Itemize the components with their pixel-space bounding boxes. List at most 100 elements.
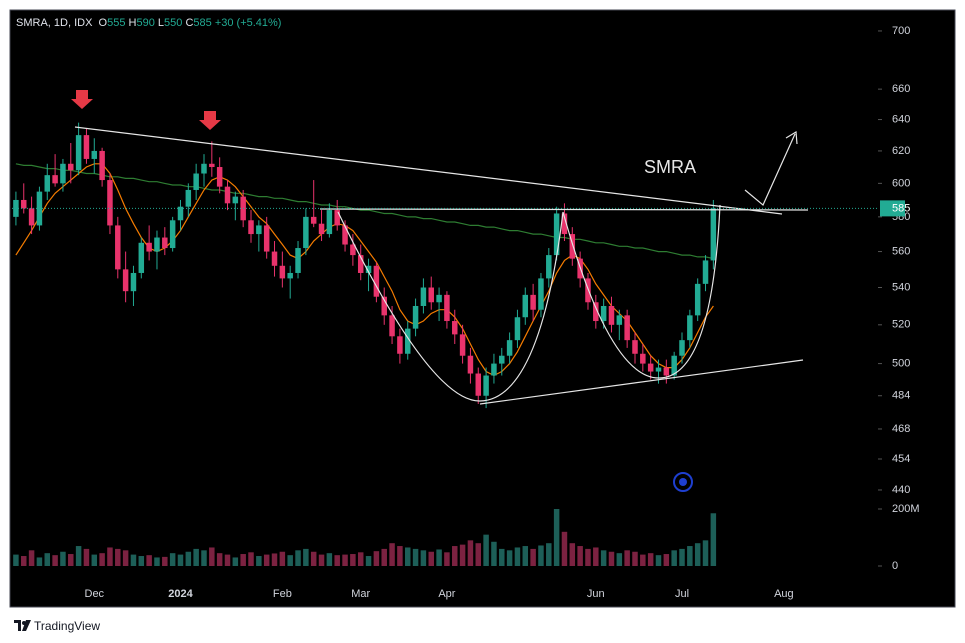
volume-bar	[600, 550, 607, 566]
volume-bar	[138, 556, 145, 566]
candle-body	[616, 315, 623, 325]
candle-body	[310, 216, 317, 224]
volume-bar	[209, 547, 215, 566]
candle-body	[318, 223, 325, 235]
volume-bar	[36, 557, 43, 566]
candle-body	[263, 225, 270, 252]
candle-body	[256, 225, 262, 235]
candle-body	[687, 315, 693, 341]
candle-body	[177, 206, 184, 221]
volume-bar	[193, 548, 199, 566]
candle-body	[75, 135, 82, 171]
y-tick-label: 200M	[892, 503, 920, 515]
candle-body	[326, 210, 333, 235]
candle-body	[357, 255, 364, 273]
candle-body	[600, 305, 607, 322]
x-tick-label: Aug	[774, 588, 794, 600]
trendline	[74, 126, 783, 215]
volume-bar	[318, 554, 325, 566]
candle-body	[538, 278, 544, 310]
candle-body	[60, 163, 66, 184]
candle-body	[99, 150, 105, 181]
volume-bar	[452, 546, 458, 566]
candle-body	[640, 353, 646, 364]
candle-body	[647, 363, 654, 372]
volume-bar	[154, 557, 160, 566]
volume-bar	[60, 551, 66, 566]
volume-bar	[506, 550, 513, 566]
legend: SMRA, 1D, IDX O555 H590 L550 C585 +30 (+…	[16, 17, 281, 29]
candle-body	[334, 210, 340, 226]
candle-body	[83, 135, 90, 159]
volume-bar	[122, 550, 129, 566]
candle-body	[350, 244, 356, 256]
volume-bar	[52, 555, 58, 566]
candle-body	[115, 225, 121, 270]
volume-bar	[373, 551, 380, 566]
candle-body	[663, 367, 670, 376]
candle-body	[459, 334, 466, 356]
volume-bar	[216, 553, 223, 566]
candle-body	[483, 375, 489, 396]
candle-body	[373, 265, 380, 297]
candle-body	[514, 317, 521, 341]
change: +30 (+5.41%)	[214, 17, 282, 29]
candle-body	[232, 196, 239, 204]
volume-bar	[28, 550, 35, 566]
candle-body	[287, 272, 293, 279]
volume-bar	[287, 555, 293, 566]
volume-bar	[224, 554, 231, 566]
volume-bar	[271, 553, 278, 566]
volume-bar	[671, 550, 677, 566]
volume-bar	[514, 547, 521, 566]
y-tick-label: 484	[892, 390, 910, 402]
marker-arrow	[71, 90, 93, 109]
y-tick-label: 700	[892, 25, 910, 37]
candle-body	[420, 287, 427, 306]
volume-bar	[412, 548, 419, 566]
candle-body	[224, 186, 231, 204]
volume-bar	[146, 555, 152, 566]
volume-bar	[256, 556, 262, 566]
candle-body	[702, 260, 709, 284]
volume-bar	[428, 551, 434, 566]
candle-body	[209, 163, 215, 168]
y-tick-label: 520	[892, 319, 910, 331]
candle-body	[546, 255, 552, 279]
candle-body	[44, 175, 51, 192]
candle-body	[216, 167, 223, 187]
x-tick-label: 2024	[168, 588, 193, 600]
candle-body	[624, 315, 630, 341]
candle-body	[710, 208, 717, 261]
candle-body	[632, 340, 638, 354]
volume-bar	[663, 554, 670, 566]
volume-bar	[420, 550, 427, 566]
marker-arrow	[199, 111, 221, 130]
candle-body	[365, 265, 372, 273]
volume-bar	[499, 548, 505, 566]
volume-bar	[616, 553, 623, 566]
projection-arrow	[744, 130, 798, 206]
ohlc-value: 555	[107, 17, 126, 29]
candle-body	[404, 328, 411, 354]
volume-bar	[169, 553, 176, 566]
volume-bar	[201, 550, 207, 566]
volume-bar	[75, 546, 82, 566]
drawings	[74, 126, 809, 405]
candle-body	[475, 373, 482, 396]
candle-body	[279, 265, 286, 279]
volume-bar	[357, 552, 364, 566]
symbol: SMRA, 1D, IDX	[16, 17, 93, 29]
candle-body	[452, 321, 458, 335]
candle-body	[530, 294, 536, 310]
candle-body	[21, 199, 27, 209]
y-tick-label: 0	[892, 560, 898, 572]
candle-body	[381, 296, 387, 316]
candle-body	[499, 355, 505, 364]
ohlc-label: O	[98, 17, 108, 29]
volume-bar	[326, 553, 333, 566]
volume-bar	[177, 554, 184, 566]
volume-bar	[467, 540, 474, 566]
volume-bar	[130, 554, 137, 566]
